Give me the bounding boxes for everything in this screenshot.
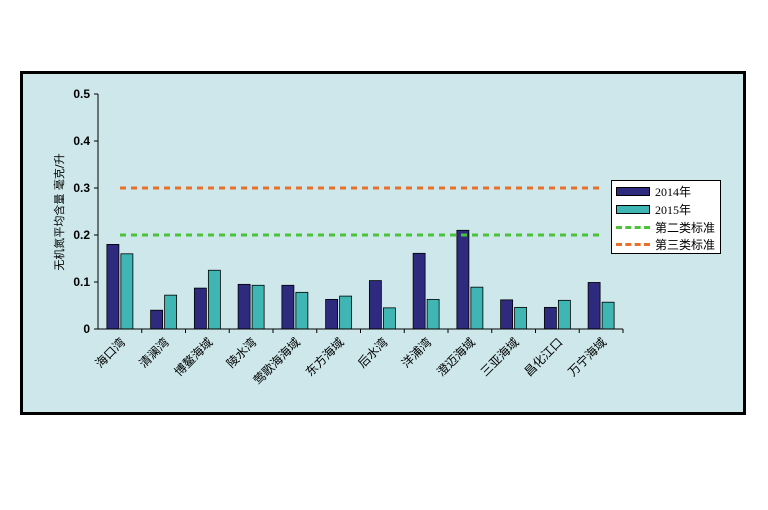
- x-tick-label: 博鳌海域: [171, 335, 216, 380]
- legend-item-2015: 2015年: [616, 201, 691, 217]
- legend: 2014年 2015年 第二类标准 第三类标准: [611, 180, 721, 254]
- bar-2015: [470, 286, 484, 330]
- x-tick-label: 后水湾: [354, 335, 390, 371]
- bar-2015: [514, 306, 528, 330]
- bar-2015: [295, 291, 309, 330]
- bar-2015: [339, 295, 353, 330]
- legend-label-2014: 2014年: [655, 184, 692, 199]
- y-axis-label: 无机氮平均含量 毫克/升: [52, 153, 66, 270]
- legend-label-2015: 2015年: [655, 202, 692, 217]
- bar-2014: [106, 243, 120, 330]
- x-tick-label: 陵水湾: [223, 335, 259, 371]
- x-tick-label: 海口湾: [92, 335, 128, 371]
- bar-2014: [150, 309, 164, 330]
- x-tick-label: 清澜湾: [136, 335, 172, 371]
- x-tick-label: 万宁海域: [565, 335, 610, 380]
- x-tick-label: 东方海域: [302, 335, 347, 380]
- x-tick-label: 莺歌海海域: [250, 335, 303, 388]
- y-tick-label: 0.5: [73, 87, 90, 101]
- legend-item-class3: 第三类标准: [616, 236, 715, 252]
- bar-2014: [500, 299, 514, 330]
- y-tick-label: 0.2: [73, 228, 90, 242]
- y-tick-label: 0.1: [73, 275, 90, 289]
- bar-2014: [368, 280, 382, 330]
- bar-2014: [237, 283, 251, 330]
- legend-item-class2: 第二类标准: [616, 219, 715, 235]
- legend-label-class2: 第二类标准: [655, 220, 716, 235]
- bar-2014: [456, 229, 470, 330]
- bar-2015: [251, 284, 265, 330]
- bar-2014: [543, 306, 557, 330]
- x-tick-label: 三亚海域: [477, 335, 522, 380]
- bar-2014: [325, 298, 339, 330]
- bar-2015: [207, 269, 221, 330]
- legend-swatch-2014: [616, 186, 650, 196]
- legend-item-2014: 2014年: [616, 183, 691, 199]
- bar-2014: [193, 287, 207, 330]
- bar-2015: [382, 307, 396, 330]
- y-tick-label: 0: [83, 322, 90, 336]
- bar-2015: [601, 301, 615, 330]
- y-tick-label: 0.3: [73, 181, 90, 195]
- legend-label-class3: 第三类标准: [655, 237, 716, 252]
- x-tick-label: 昌化江口: [522, 335, 566, 379]
- x-tick-label: 澄迈海域: [433, 335, 478, 380]
- bar-2015: [557, 299, 571, 330]
- legend-swatch-2015: [616, 204, 650, 214]
- legend-dash-class3: [616, 242, 650, 246]
- bar-2015: [164, 294, 178, 330]
- bar-2014: [412, 252, 426, 330]
- bar-2014: [281, 284, 295, 330]
- y-tick-label: 0.4: [73, 134, 90, 148]
- x-tick-label: 洋浦湾: [398, 335, 434, 371]
- bar-2015: [120, 253, 134, 330]
- bar-2015: [426, 298, 440, 330]
- legend-dash-class2: [616, 225, 650, 229]
- bar-2014: [587, 282, 601, 330]
